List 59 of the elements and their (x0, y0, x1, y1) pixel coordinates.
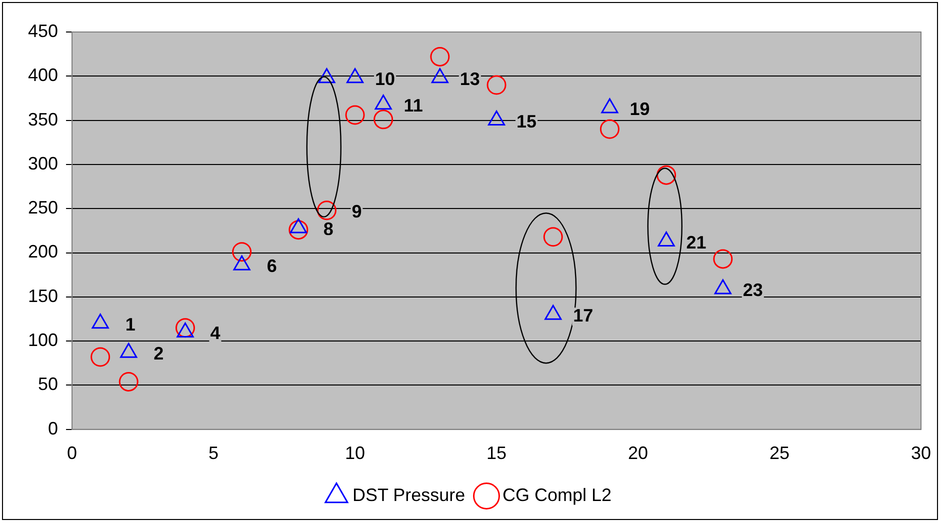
point (232, 242, 252, 262)
point (656, 165, 676, 185)
x-tick-label: 5 (208, 443, 219, 464)
y-tick-label: 200 (28, 242, 58, 262)
annotation: 6 (266, 256, 277, 276)
point (176, 322, 194, 338)
point (90, 347, 110, 367)
x-tick-label: 10 (345, 443, 366, 464)
point (431, 68, 448, 84)
point (374, 110, 394, 130)
point (316, 200, 336, 220)
annotation: 2 (154, 344, 164, 364)
annotation: 9 (352, 201, 362, 222)
y-tick-label: 0 (48, 418, 58, 438)
point (714, 279, 732, 294)
point (233, 255, 250, 270)
point (601, 98, 618, 114)
point (290, 218, 307, 234)
legend-label: DST Pressure (352, 484, 466, 505)
annotation: 17 (573, 306, 594, 326)
annotation: 1 (125, 314, 136, 334)
point (430, 46, 450, 66)
point (346, 68, 364, 84)
y-tick-label: 50 (38, 374, 58, 394)
point (600, 119, 620, 139)
annotation: 15 (516, 111, 537, 132)
point (488, 110, 506, 126)
y-tick-label: 400 (28, 65, 58, 86)
point (288, 220, 308, 240)
annotation: 23 (742, 280, 763, 300)
y-tick-label: 100 (28, 330, 58, 350)
x-tick-label: 20 (628, 443, 648, 464)
y-tick-label: 450 (28, 20, 58, 41)
annotation: 8 (323, 219, 334, 240)
annotation: 21 (686, 232, 706, 252)
annotation: 4 (210, 323, 220, 344)
point (118, 372, 138, 392)
point (175, 318, 195, 338)
point (658, 232, 675, 247)
y-tick-label: 250 (28, 198, 58, 218)
annotation: 10 (375, 68, 396, 89)
x-tick-label: 0 (67, 443, 78, 464)
x-tick-label: 30 (910, 443, 932, 464)
point (345, 105, 365, 125)
point (318, 68, 336, 84)
legend-label: CG Compl L2 (502, 484, 612, 505)
point (486, 75, 506, 95)
y-tick-label: 150 (28, 286, 58, 306)
point (92, 314, 109, 329)
annotation: 13 (460, 68, 480, 89)
x-tick-label: 25 (769, 443, 790, 464)
point (374, 94, 392, 110)
point (713, 249, 733, 269)
annotation: 11 (404, 95, 423, 116)
x-tick-label: 15 (486, 443, 507, 464)
y-tick-label: 350 (28, 109, 58, 130)
annotation: 19 (630, 98, 650, 119)
y-tick-label: 300 (28, 153, 58, 174)
point (543, 227, 563, 247)
